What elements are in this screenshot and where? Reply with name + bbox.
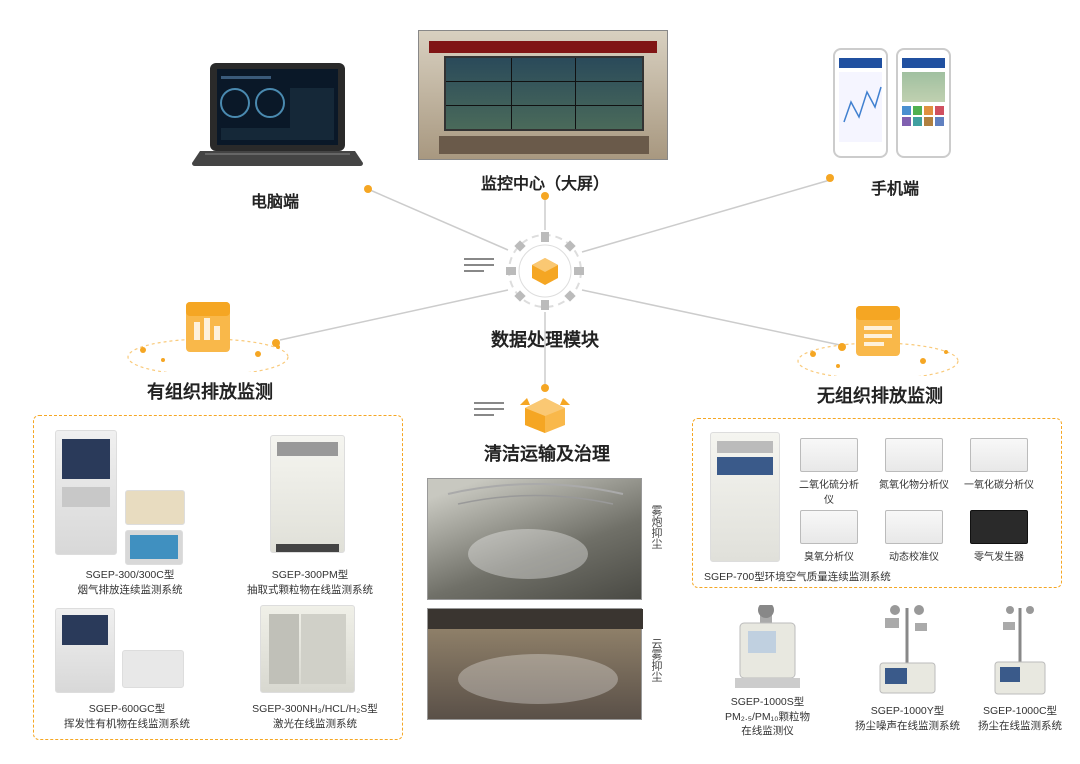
globe-left [118,282,298,372]
product-cabinet [270,435,345,553]
product-screen [125,530,183,565]
product-label: SGEP-600GC型 挥发性有机物在线监测系统 [52,702,202,731]
connector-dot [826,174,834,182]
middle-section-title: 清洁运输及治理 [472,440,622,466]
analyzer [885,510,943,544]
control-room-label: 监控中心（大屏） [455,170,635,194]
laptop-illustration [185,58,370,178]
analyzer [970,510,1028,544]
product-label: SGEP-1000C型 扬尘在线监测系统 [968,704,1072,733]
laptop-label: 电脑端 [215,188,335,212]
product-cabinet [55,608,115,693]
connector-dot [541,384,549,392]
box-icon [520,393,570,433]
analyzer-label: 一氧化碳分析仪 [963,476,1035,491]
center-label: 数据处理模块 [485,326,605,352]
photo-caption: 云雾抑尘 [648,638,664,682]
photo-caption: 雾炮抑尘 [648,505,664,549]
product-label: SGEP-1000Y型 扬尘噪声在线监测系统 [845,704,970,733]
analyzer [885,438,943,472]
air-cabinet [710,432,780,562]
connector-dot [541,192,549,200]
mobile-illustration [828,48,958,168]
dust-sensor [730,605,805,690]
analyzer [970,438,1028,472]
analyzer-label: 氮氧化物分析仪 [878,476,950,491]
control-room-illustration [418,30,668,160]
analyzer [800,438,858,472]
dust-noise-station [865,598,950,698]
product-label: SGEP-300PM型 抽取式颗粒物在线监测系统 [235,568,385,597]
analyzer-label: 臭氧分析仪 [795,548,863,563]
menu-lines-icon [464,258,494,276]
fog-cannon-photo [427,478,642,600]
cloud-mist-photo [427,608,642,720]
product-unit [125,490,185,525]
product-cabinet [260,605,355,693]
analyzer [800,510,858,544]
menu-lines-icon [474,402,504,420]
left-section-title: 有组织排放监测 [120,378,300,404]
product-unit [122,650,184,688]
product-label: SGEP-300/300C型 烟气排放连续监测系统 [60,568,200,597]
globe-right [788,286,968,376]
air-system-label: SGEP-700型环境空气质量连续监测系统 [704,570,924,585]
gear-icon [506,232,584,310]
connector-dot [364,185,372,193]
analyzer-label: 动态校准仪 [880,548,948,563]
product-label: SGEP-300NH₃/HCL/H₂S型 激光在线监测系统 [235,702,395,731]
analyzer-label: 零气发生器 [965,548,1033,563]
product-label: SGEP-1000S型 PM₂.₅/PM₁₀颗粒物 在线监测仪 [710,695,825,739]
product-cabinet [55,430,117,555]
right-section-title: 无组织排放监测 [790,382,970,408]
analyzer-label: 二氧化硫分析仪 [795,476,863,506]
mobile-label: 手机端 [855,175,935,199]
dust-station [985,600,1055,698]
